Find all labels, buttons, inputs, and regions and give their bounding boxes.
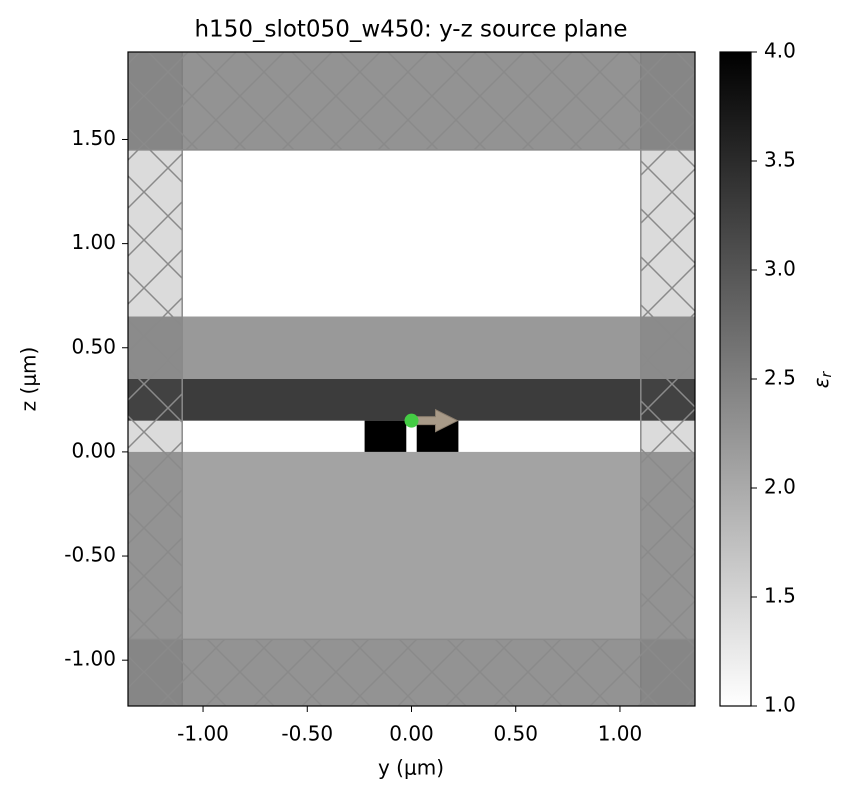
pml-hatch (128, 639, 695, 706)
pml-hatch (640, 52, 695, 706)
colorbar-tick-label: 1.5 (764, 584, 796, 608)
x-tick-label: 0.50 (493, 722, 538, 746)
structure (364, 420, 407, 452)
chart-title: h150_slot050_w450: y-z source plane (194, 17, 627, 43)
x-tick-label: -1.00 (177, 722, 229, 746)
y-tick-label: 0.00 (71, 438, 116, 462)
colorbar-tick-label: 3.0 (764, 257, 796, 281)
y-tick-label: -1.00 (64, 647, 116, 671)
pml-hatch (128, 52, 695, 150)
colorbar-tick-label: 3.5 (764, 148, 796, 172)
y-tick-label: -0.50 (64, 543, 116, 567)
colorbar-tick-label: 1.0 (764, 693, 796, 717)
source-point (404, 413, 419, 428)
y-tick-label: 1.00 (71, 230, 116, 254)
x-tick-label: 1.00 (598, 722, 643, 746)
plot-area (128, 52, 695, 706)
y-axis-label: z (μm) (17, 347, 41, 412)
x-axis-label: y (μm) (378, 756, 444, 780)
colorbar-tick-label: 2.5 (764, 366, 796, 390)
pml-hatch (128, 52, 183, 706)
colorbar-tick-label: 4.0 (764, 39, 796, 63)
colorbar-label: εr (809, 370, 836, 388)
x-tick-label: -0.50 (281, 722, 333, 746)
colorbar-tick-label: 2.0 (764, 475, 796, 499)
x-tick-label: 0.00 (389, 722, 434, 746)
colorbar-symbol: ε (809, 377, 833, 388)
y-tick-label: 0.50 (71, 334, 116, 358)
colorbar (719, 51, 752, 707)
y-tick-label: 1.50 (71, 126, 116, 150)
colorbar-subscript: r (819, 370, 835, 377)
structure (128, 316, 695, 379)
